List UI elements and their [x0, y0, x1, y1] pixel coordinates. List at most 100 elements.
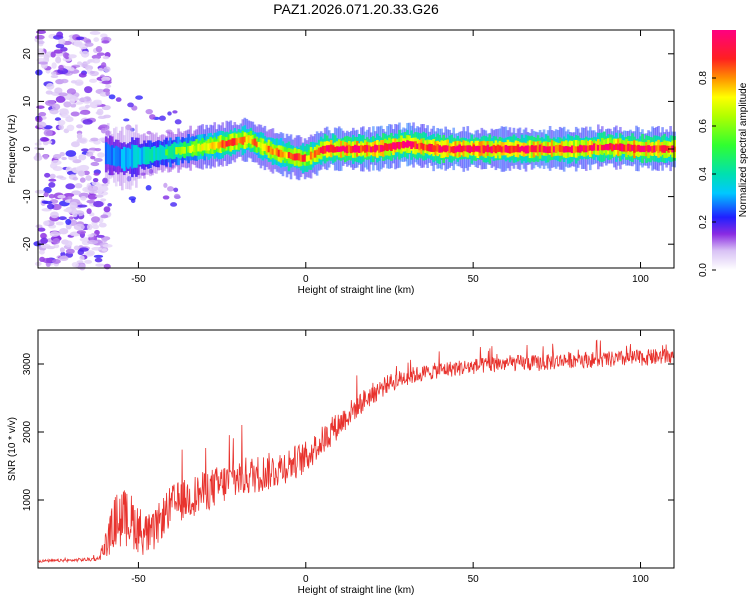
ridge-cell [358, 145, 361, 153]
ridge-cell [492, 144, 496, 153]
ridge-cell [410, 141, 413, 150]
ridge-cell [151, 146, 154, 163]
ridge-cell [289, 153, 293, 159]
ridge-cell [631, 144, 634, 151]
ridge-cell [538, 144, 542, 153]
ridge-cell [343, 146, 347, 153]
noise-blob [73, 245, 80, 251]
ridge-cell [299, 154, 303, 162]
ridge-cell [454, 146, 458, 153]
noise-blob [68, 67, 75, 72]
ridge-cell [502, 146, 506, 153]
ridge-cell [400, 142, 403, 148]
ridge-cell [345, 145, 349, 154]
ridge-cell [279, 150, 283, 158]
ridge-cell [211, 142, 215, 149]
spectrogram-heatmap [33, 30, 676, 271]
colorbar-gradient [712, 30, 736, 270]
ridge-cell [653, 145, 656, 153]
noise-blob [50, 160, 62, 166]
ridge-cell [558, 144, 562, 153]
noise-blob [72, 210, 78, 218]
ridge-cell [131, 144, 134, 169]
noise-blob [58, 216, 67, 221]
colorbar: 0.0 0.2 0.4 0.6 0.8 Normalized spectral ampl… [698, 30, 749, 277]
ridge-cell [486, 144, 490, 153]
ridge-cell [422, 143, 425, 151]
x-tick-label: -50 [131, 574, 146, 585]
noise-blob [86, 199, 96, 204]
ridge-cell [197, 143, 200, 152]
noise-blob [80, 50, 90, 58]
noise-blob [74, 183, 83, 189]
ridge-cell [307, 155, 311, 161]
ridge-cell [233, 138, 237, 146]
ridge-cell [317, 147, 321, 155]
noise-blob [62, 52, 69, 59]
noise-blob [54, 117, 62, 121]
ridge-cell [412, 141, 415, 148]
noise-blob [89, 78, 98, 83]
ridge-cell [110, 145, 114, 166]
ridge-cell [349, 146, 353, 154]
ridge-cell [595, 144, 598, 151]
y-tick-label: -20 [22, 237, 33, 252]
noise-blob [90, 155, 96, 160]
ridge-cell [554, 144, 558, 153]
ridge-cell [157, 147, 160, 161]
noise-blob [103, 66, 111, 73]
noise-blob [91, 58, 101, 64]
ridge-cell [356, 145, 359, 152]
ridge-cell [247, 135, 251, 143]
ridge-cell [508, 145, 512, 154]
ridge-cell [394, 142, 397, 150]
ridge-cell [114, 145, 118, 167]
noise-blob [55, 56, 62, 64]
ridge-cell [651, 145, 654, 153]
ridge-cell [271, 148, 275, 155]
ridge-cell [368, 145, 371, 153]
ridge-cell [450, 146, 454, 153]
noise-blob [43, 186, 52, 194]
noise-blob [174, 119, 182, 125]
noise-blob [87, 185, 99, 192]
ridge-cell [496, 144, 500, 153]
noise-blob [86, 208, 92, 215]
noise-blob [59, 255, 69, 262]
ridge-cell [291, 154, 295, 161]
noise-blob [75, 166, 83, 172]
noise-blob [43, 154, 49, 160]
ridge-cell [181, 146, 184, 154]
noise-blob [77, 204, 88, 208]
ridge-cell [321, 145, 325, 154]
spectrogram-x-label: Height of straight line (km) [298, 285, 415, 296]
noise-blob [65, 116, 74, 123]
noise-blob [158, 115, 166, 121]
ridge-cell [213, 141, 217, 150]
ridge-cell [476, 145, 480, 152]
noise-blob [50, 51, 56, 58]
ridge-cell [506, 145, 510, 153]
noise-blob [91, 216, 100, 223]
noise-blob [71, 261, 79, 268]
ridge-cell [137, 147, 140, 165]
ridge-cell [518, 146, 522, 153]
ridge-cell [384, 143, 387, 151]
ridge-cell [173, 142, 176, 159]
ridge-cell [347, 144, 351, 153]
snr-frame [37, 329, 675, 569]
noise-blob [79, 255, 85, 261]
noise-blob [167, 186, 174, 192]
noise-blob [101, 76, 111, 82]
noise-blob [170, 202, 178, 207]
ridge-cell [149, 148, 152, 162]
noise-blob [65, 183, 76, 190]
ridge-cell [613, 144, 616, 150]
noise-blob [101, 248, 108, 252]
noise-blob [103, 206, 111, 213]
noise-blob [101, 80, 112, 85]
ridge-cell [603, 144, 606, 151]
ridge-cell [659, 145, 662, 152]
ridge-cell [456, 145, 460, 152]
ridge-cell [621, 143, 624, 152]
